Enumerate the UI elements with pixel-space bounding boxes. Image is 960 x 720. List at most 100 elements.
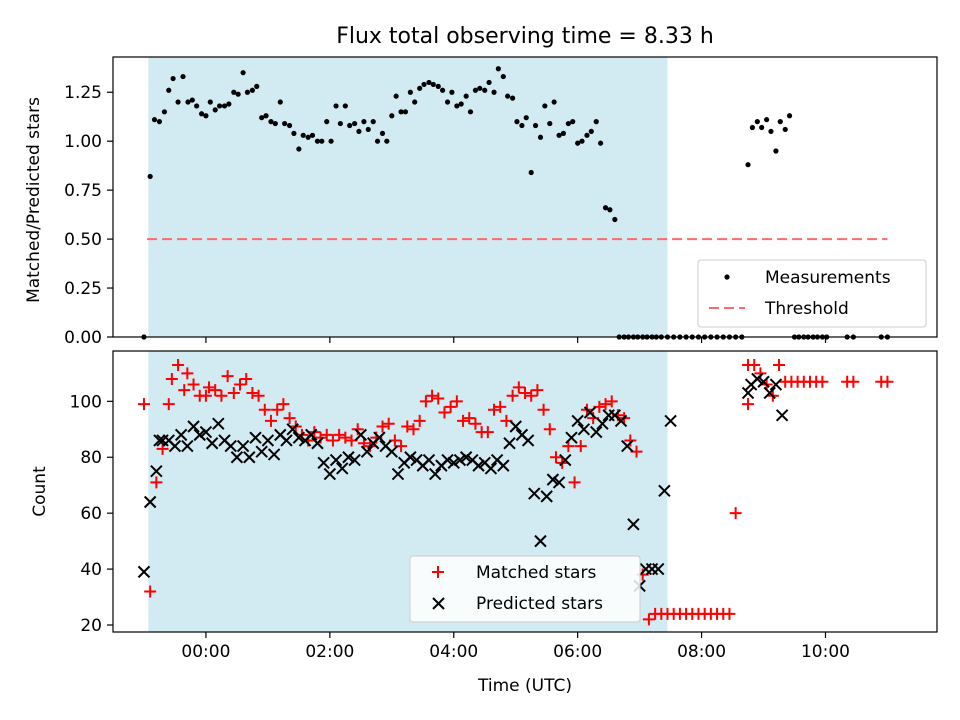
matched-star-point: [181, 367, 194, 380]
predicted-star-point: [168, 439, 182, 453]
measurement-point: [542, 103, 548, 109]
predicted-star-point: [317, 456, 330, 470]
measurement-point: [560, 130, 567, 136]
measurement-point: [156, 119, 163, 125]
x-axis-label: Time (UTC): [477, 676, 572, 696]
measurement-point: [207, 99, 213, 105]
measurement-point: [454, 103, 460, 109]
matched-star-point: [599, 398, 612, 411]
predicted-star-point: [181, 439, 194, 453]
matched-star-point: [351, 423, 364, 436]
matched-star-point: [723, 607, 736, 620]
predicted-star-point: [751, 372, 764, 386]
top-y-axis-label: Matched/Predicted stars: [24, 97, 44, 303]
predicted-star-point: [137, 565, 151, 579]
measurement-point: [547, 120, 553, 127]
measurement-point: [180, 73, 186, 80]
measurement-point: [510, 95, 516, 101]
predicted-star-point: [577, 423, 591, 436]
predicted-star-point: [621, 439, 634, 453]
top-shaded-span: [148, 57, 668, 337]
bottom-x-ticks: 00:00 02:00 04:00 06:00 08:00 10:00: [181, 632, 850, 662]
measurement-point: [593, 119, 599, 125]
predicted-star-point: [342, 451, 355, 464]
measurement-point: [602, 205, 609, 211]
measurement-point: [477, 85, 483, 91]
top-y-tick-label: 1.00: [64, 132, 102, 152]
legend-measurements-label: Measurements: [765, 268, 891, 288]
measurement-point: [291, 130, 297, 136]
matched-star-point: [246, 386, 259, 399]
predicted-star-point: [236, 439, 250, 453]
bottom-x-tick-label: 10:00: [801, 642, 850, 662]
matched-star-point: [450, 395, 463, 408]
matched-star-point: [271, 403, 284, 416]
predicted-star-point: [447, 456, 460, 470]
legend-measurements-marker: [724, 274, 730, 280]
matched-star-point: [252, 389, 265, 402]
measurement-point: [333, 103, 339, 109]
measurement-point: [759, 124, 765, 131]
measurement-point: [570, 119, 576, 125]
bottom-legend-box: [409, 555, 641, 623]
measurement-point: [514, 119, 520, 125]
matched-star-point: [463, 412, 476, 425]
predicted-star-point: [286, 423, 299, 436]
measurement-point: [263, 113, 269, 119]
predicted-star-point: [373, 431, 386, 444]
legend-predicted-label: Predicted stars: [476, 594, 603, 614]
measurement-point: [319, 138, 325, 144]
matched-star-point: [227, 386, 240, 399]
top-axes-frame: [112, 56, 938, 338]
top-y-ticks: 0.00 0.25 0.50 0.75 1.00 1.25: [64, 83, 113, 348]
measurement-point: [374, 138, 381, 144]
matched-star-point: [221, 370, 234, 383]
matched-star-point: [419, 395, 432, 408]
predicted-star-point: [391, 467, 405, 481]
predicted-star-point: [224, 439, 237, 453]
measurement-point: [532, 122, 539, 129]
predicted-star-point: [775, 409, 789, 422]
measurement-point: [463, 93, 469, 99]
measurement-point: [421, 81, 427, 88]
matched-star-point: [568, 476, 581, 489]
measurement-point: [495, 66, 501, 72]
measurement-point: [268, 119, 274, 125]
measurement-point: [226, 101, 232, 107]
measurement-point: [440, 87, 446, 93]
matched-star-point: [209, 384, 222, 397]
measurement-point: [272, 120, 278, 127]
matched-star-point: [326, 434, 339, 447]
measurement-point: [519, 122, 525, 129]
predicted-stars-points: [137, 372, 789, 593]
predicted-star-point: [528, 487, 541, 500]
predicted-star-point: [174, 428, 188, 442]
matched-star-point: [376, 420, 389, 433]
matched-star-point: [881, 375, 894, 388]
legend-threshold-label: Threshold: [764, 299, 849, 319]
matched-star-point: [537, 403, 550, 416]
predicted-star-point: [627, 518, 640, 531]
predicted-star-point: [497, 459, 510, 472]
matched-star-point: [314, 431, 327, 444]
predicted-star-point: [305, 428, 318, 442]
measurement-point: [328, 138, 334, 144]
measurement-point: [221, 103, 228, 109]
matched-star-point: [494, 400, 507, 413]
measurement-point: [537, 134, 544, 140]
matched-star-point: [624, 434, 637, 447]
predicted-star-point: [658, 484, 671, 498]
bottom-x-tick-label: 02:00: [305, 642, 354, 662]
matched-star-point: [506, 389, 519, 402]
measurement-point: [231, 89, 237, 95]
matched-star-point: [382, 417, 395, 430]
predicted-star-point: [329, 453, 343, 467]
matched-star-point: [320, 428, 333, 441]
measurement-point: [198, 111, 205, 117]
matched-star-point: [512, 381, 525, 394]
matched-star-point: [531, 384, 544, 397]
measurement-point: [166, 87, 172, 93]
measurement-point: [185, 99, 191, 105]
predicted-star-point: [651, 562, 665, 576]
predicted-star-point: [559, 453, 572, 467]
